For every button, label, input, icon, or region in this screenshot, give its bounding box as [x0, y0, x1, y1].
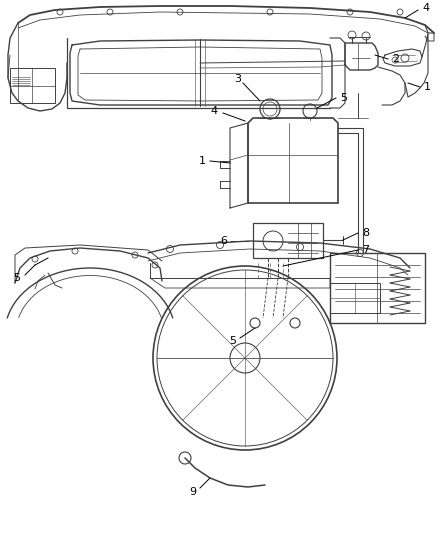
- Text: 8: 8: [362, 228, 369, 238]
- Text: 5: 5: [13, 273, 20, 283]
- Text: 1: 1: [199, 156, 206, 166]
- Text: 4: 4: [211, 106, 218, 116]
- Text: 2: 2: [392, 54, 399, 64]
- Text: 5: 5: [229, 336, 236, 346]
- Text: 7: 7: [362, 245, 369, 255]
- Text: 1: 1: [424, 82, 431, 92]
- Text: 4: 4: [422, 3, 429, 13]
- Text: 5: 5: [340, 93, 347, 103]
- Text: 3: 3: [234, 74, 241, 84]
- Text: 9: 9: [189, 487, 196, 497]
- Text: 6: 6: [220, 236, 227, 246]
